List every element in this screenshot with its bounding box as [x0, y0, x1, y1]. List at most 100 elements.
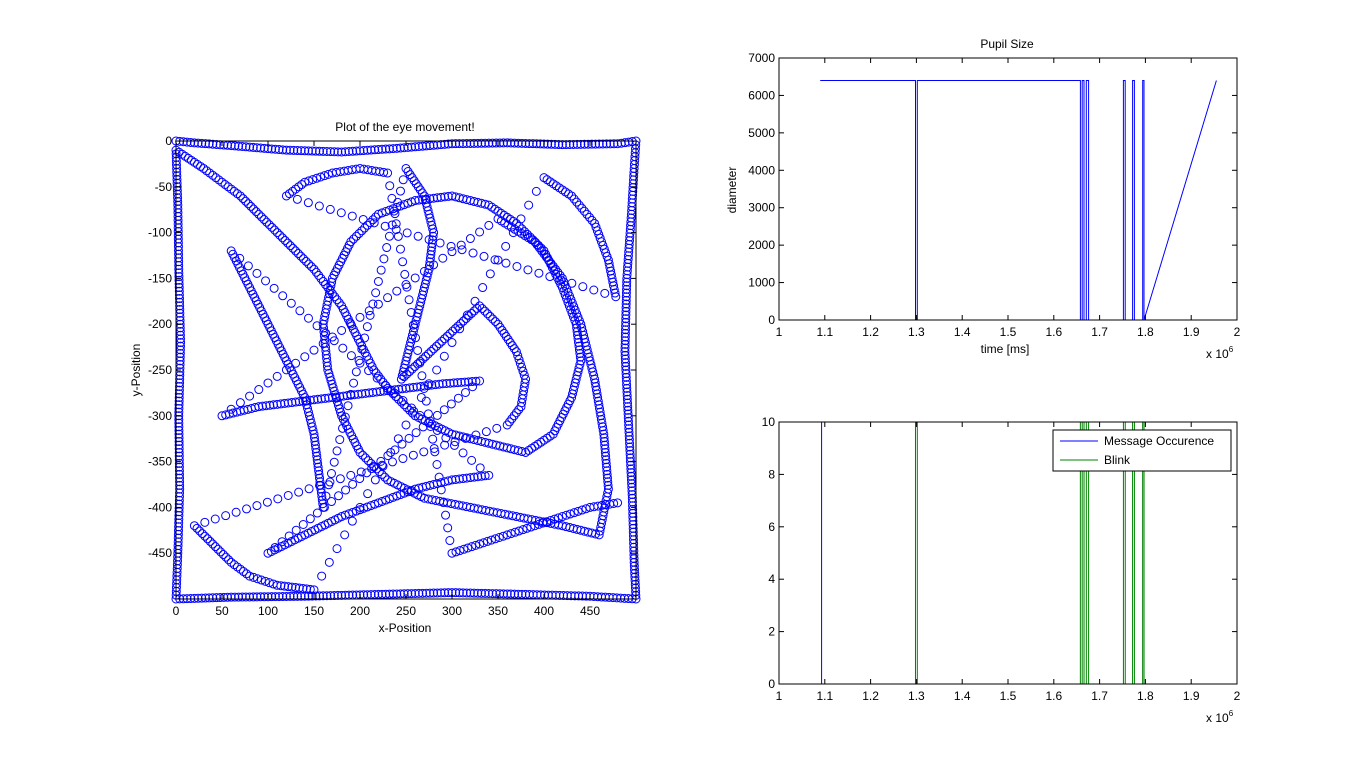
eye-point [441, 510, 451, 520]
eye-point [189, 593, 199, 603]
eye-point [178, 137, 188, 147]
eye-point [338, 423, 348, 433]
eye-point [276, 399, 286, 409]
eye-point [262, 497, 272, 507]
eye-point [321, 491, 331, 501]
eye-point [278, 592, 288, 602]
eye-point [174, 396, 184, 406]
eye-point [278, 145, 288, 155]
eye-point [428, 235, 438, 245]
eye-point [508, 228, 518, 238]
eye-point [278, 291, 288, 301]
eye-point [622, 277, 632, 287]
eye-point [358, 214, 368, 224]
eye-point [341, 485, 351, 495]
eye-point [395, 244, 405, 254]
eye-point [480, 471, 490, 481]
eye-point [174, 429, 184, 439]
eye-point [532, 139, 542, 149]
eye-point [218, 550, 228, 560]
eye-point [333, 147, 343, 157]
eye-point [205, 168, 215, 178]
eye-point [294, 487, 304, 497]
events-legend-box [1052, 429, 1232, 472]
eye-point [462, 588, 472, 598]
eye-point [622, 273, 632, 283]
eye-point [303, 146, 313, 156]
eye-point [176, 334, 186, 344]
eye-point [623, 409, 633, 419]
eye-point [267, 222, 277, 232]
eye-point [196, 161, 206, 171]
eye-point [380, 221, 390, 231]
eye-point [624, 427, 634, 437]
eye-point [331, 392, 341, 402]
eye-point [364, 388, 374, 398]
eye-point [598, 422, 608, 432]
eye-point [493, 255, 503, 265]
eye-point [199, 163, 209, 173]
eye-point [404, 367, 414, 377]
eye-point [309, 433, 319, 443]
eye-point [441, 378, 451, 388]
eye-point [536, 437, 546, 447]
eye-point [446, 241, 456, 251]
eye-point [430, 447, 440, 457]
eye-point [407, 142, 417, 152]
eye-movement-chart: Plot of the eye movement! 0 50 100 150 200 25… [129, 120, 641, 635]
eye-point [189, 157, 199, 167]
eye-point [174, 462, 184, 472]
eye-point [219, 592, 229, 602]
eye-point [465, 234, 475, 244]
eye-point [310, 440, 320, 450]
eye-point [510, 138, 520, 148]
eye-point [226, 557, 236, 567]
eye-point [396, 397, 406, 407]
eye-point [337, 325, 347, 335]
eye-point [174, 272, 184, 282]
eye-point [284, 189, 294, 199]
eye-point [273, 494, 283, 504]
eye-point [238, 567, 248, 577]
eye-point [371, 288, 381, 298]
eye-point [490, 255, 500, 265]
eye-point [399, 589, 409, 599]
eye-point [445, 378, 455, 388]
eye-point [464, 311, 474, 321]
eye-point [534, 243, 544, 253]
eye-point [432, 425, 442, 435]
eye-point [418, 588, 428, 598]
eye-point [426, 346, 436, 356]
eye-point [410, 273, 420, 283]
eye-point [411, 333, 421, 343]
eye-point [574, 200, 584, 210]
eye-point [557, 512, 567, 522]
eye-point [544, 255, 554, 265]
eye-point [263, 378, 273, 388]
eye-point [312, 173, 322, 183]
eye-point [546, 139, 556, 149]
eye-point [189, 138, 199, 148]
eye-point [316, 394, 326, 404]
eye-point [182, 137, 192, 147]
eye-point [395, 589, 405, 599]
eye-point [622, 380, 632, 390]
eye-point [434, 339, 444, 349]
eye-point [426, 250, 436, 260]
eye-point [575, 352, 585, 362]
eye-point [411, 179, 421, 189]
eye-point [424, 235, 434, 245]
eye-point [252, 574, 262, 584]
pupil-size-series [820, 80, 1217, 321]
y-tick-label: 5000 [748, 126, 775, 140]
eye-point [434, 379, 444, 389]
eye-point [467, 308, 477, 318]
eye-point [318, 499, 328, 509]
eye-point [430, 380, 440, 390]
eye-point [620, 332, 630, 342]
eye-point [274, 145, 284, 155]
y-tick-label: 0 [165, 134, 172, 148]
eye-point [625, 453, 635, 463]
eye-point [610, 288, 620, 298]
eye-point [505, 338, 515, 348]
